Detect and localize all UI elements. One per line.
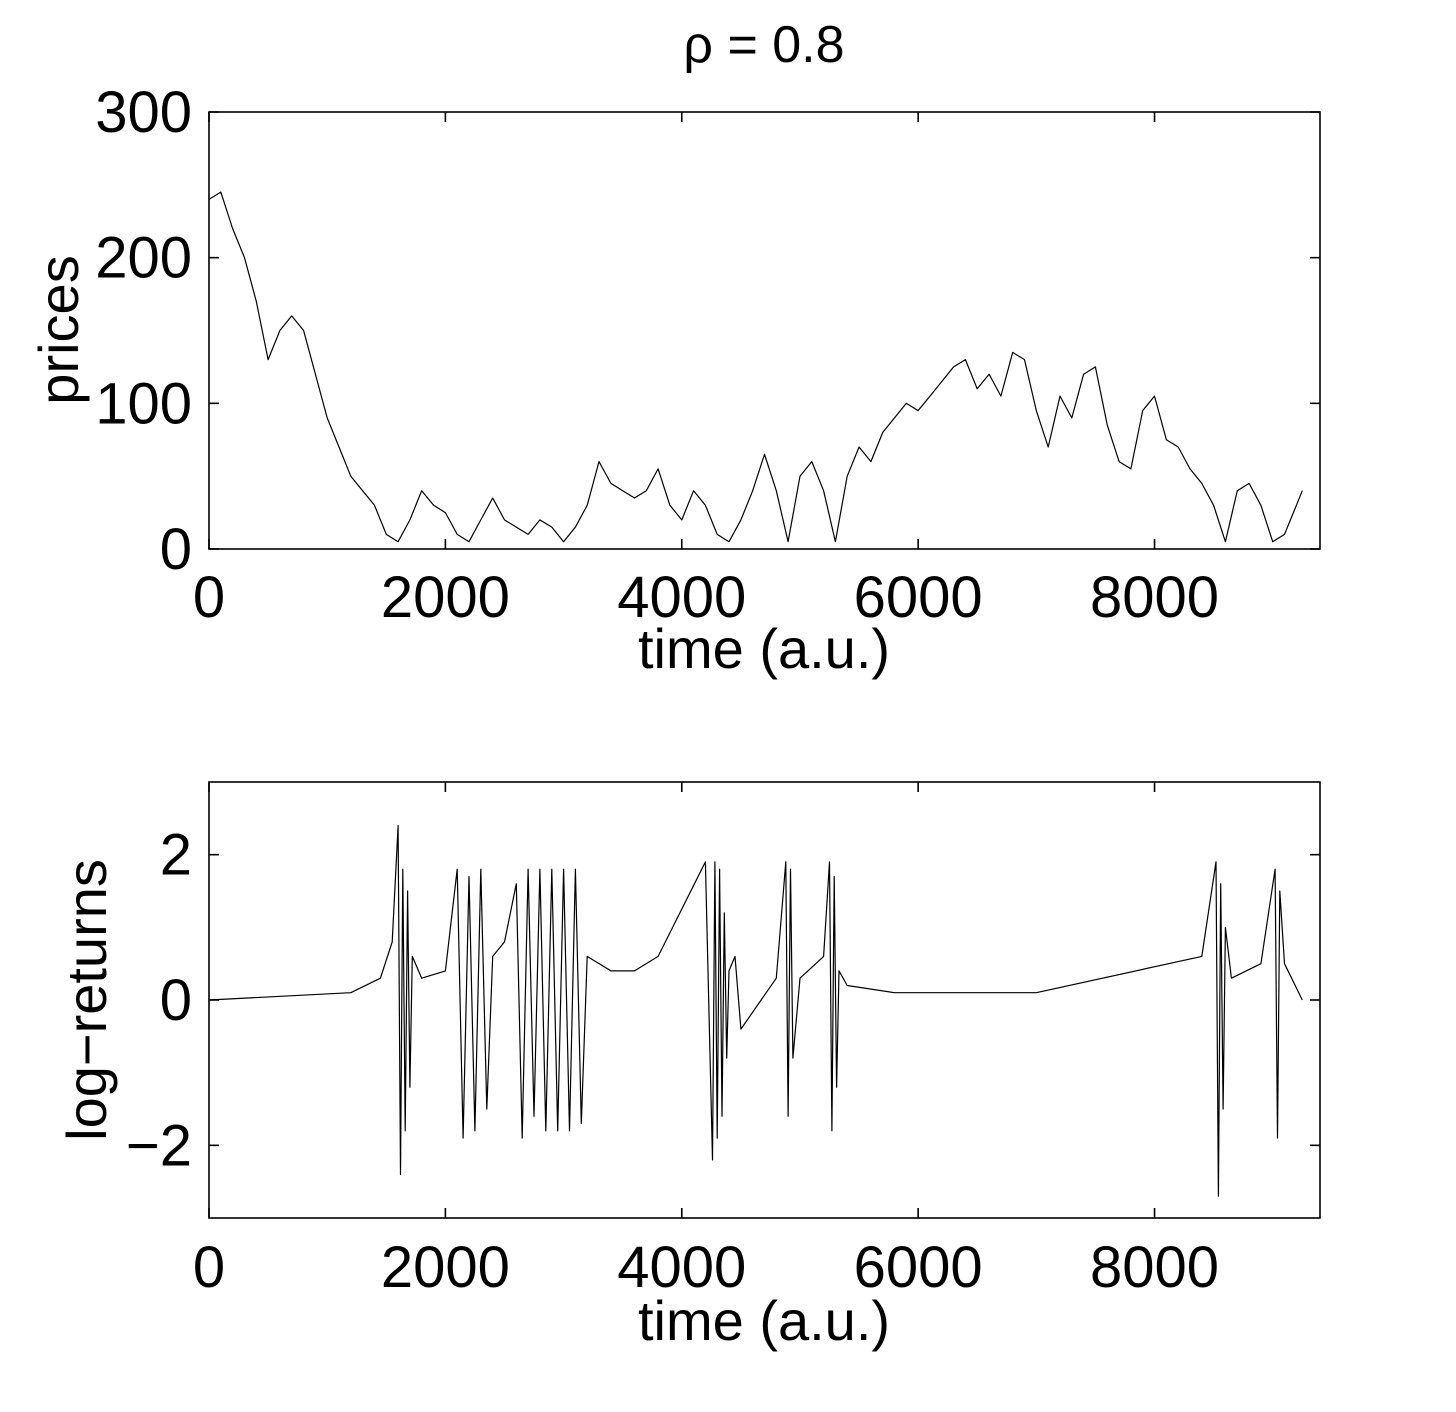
log-returns-y-tick-label: −2 (126, 1113, 192, 1178)
log-returns-x-tick-label: 4000 (617, 1235, 746, 1300)
log-returns-x-tick-label: 8000 (1090, 1235, 1219, 1300)
chart-prices: 0 2000 4000 6000 8000 0 100 200 300 time (a.u.)… (27, 80, 1321, 680)
log-returns-x-tick-label: 0 (193, 1235, 225, 1300)
prices-y-tick-label: 0 (160, 517, 192, 582)
prices-y-tick-label: 300 (95, 80, 192, 145)
prices-y-tick-label: 100 (95, 371, 192, 436)
prices-x-tick-label: 4000 (617, 565, 746, 630)
prices-series-line (208, 191, 1303, 543)
log-returns-y-tick-label: 0 (160, 968, 192, 1033)
log-returns-x-tick-label: 6000 (854, 1235, 983, 1300)
chart-log-returns: 0 2000 4000 6000 8000 −202 time (a.u.) log−r… (55, 781, 1321, 1352)
prices-x-tick-label: 0 (193, 565, 225, 630)
log-returns-y-tick-label: 2 (160, 823, 192, 888)
prices-x-tick-label: 8000 (1090, 565, 1219, 630)
log-returns-x-axis-label: time (a.u.) (638, 1289, 890, 1352)
log-returns-x-tick-label: 2000 (381, 1235, 510, 1300)
prices-x-tick-label: 6000 (854, 565, 983, 630)
log-returns-y-axis-label: log−returns (55, 859, 118, 1141)
log-returns-series-line (208, 825, 1303, 1197)
prices-x-axis-label: time (a.u.) (638, 617, 890, 680)
figure-title: ρ = 0.8 (683, 16, 844, 74)
prices-y-tick-label: 200 (95, 226, 192, 291)
prices-x-tick-label: 2000 (381, 565, 510, 630)
log-returns-plot-frame (208, 781, 1321, 1219)
prices-plot-frame (208, 111, 1321, 550)
prices-y-axis-label: prices (27, 255, 90, 404)
